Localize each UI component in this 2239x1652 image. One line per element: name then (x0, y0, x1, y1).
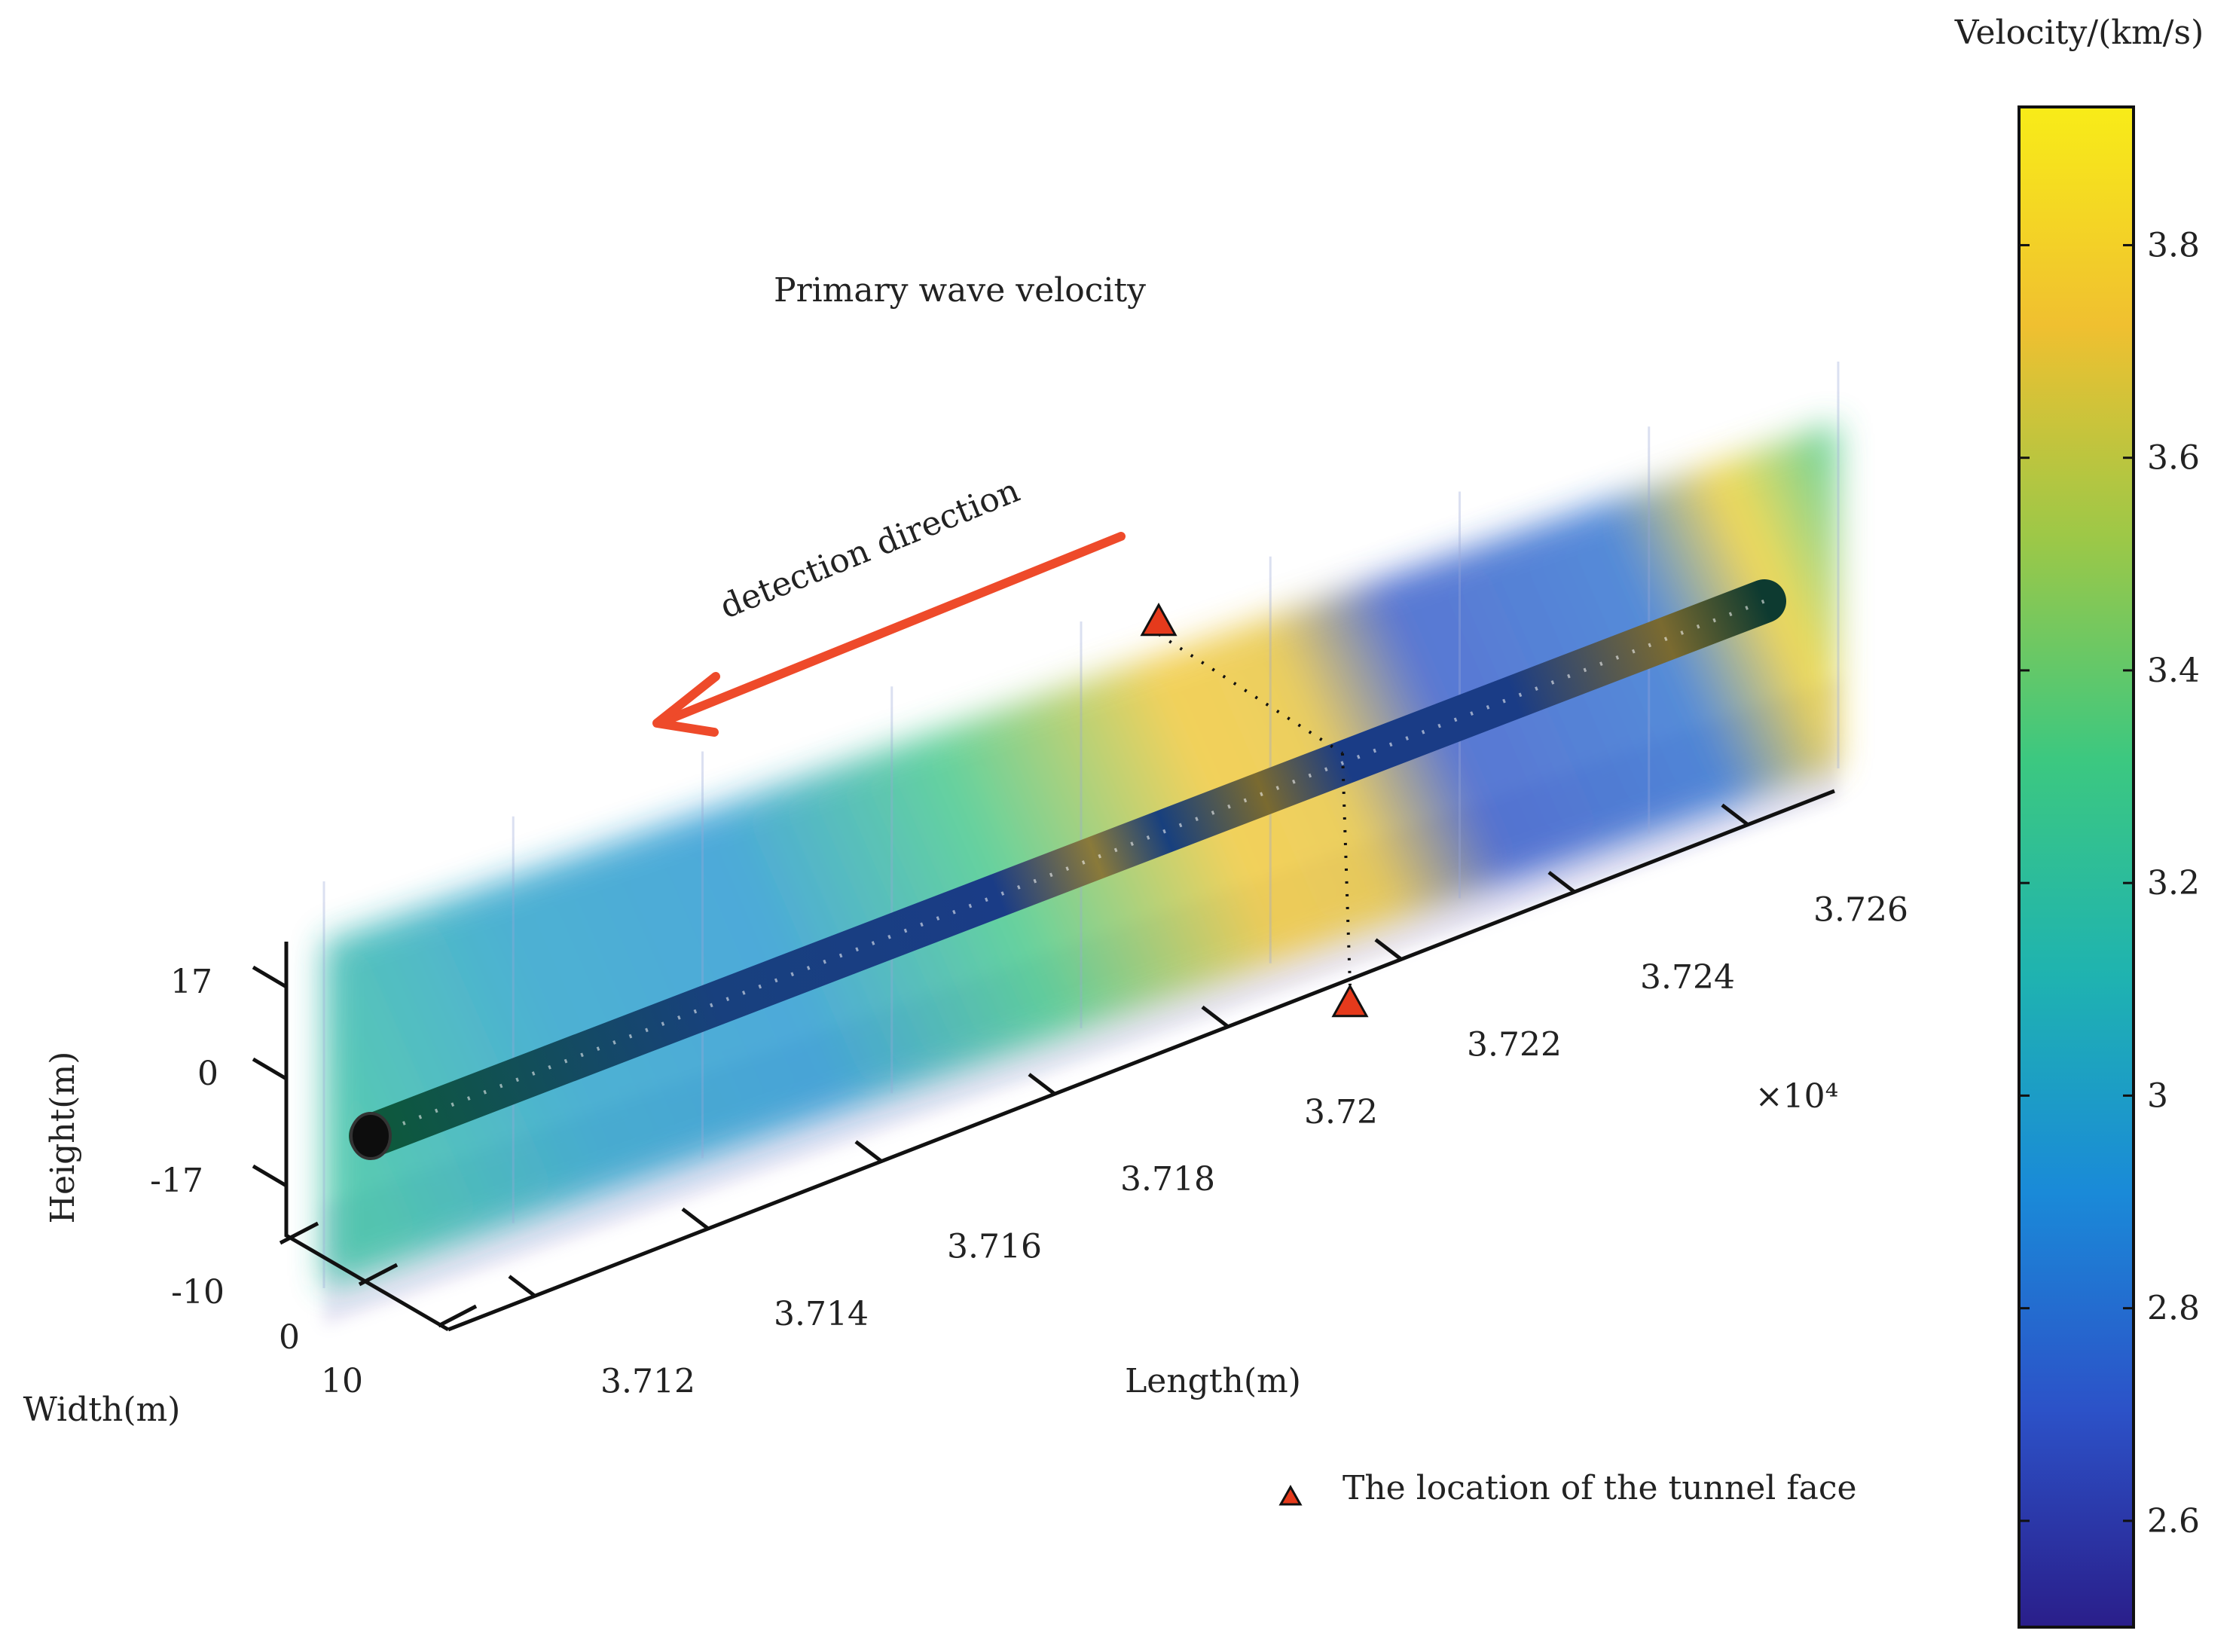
length-tick-mark (1028, 1073, 1056, 1096)
length-tick-mark (508, 1275, 536, 1298)
legend-triangle-icon (1278, 1484, 1303, 1506)
detection-direction-arrow-shaft (664, 532, 1126, 724)
colorbar-tick-label: 3.6 (2147, 439, 2200, 478)
length-tick-label: 3.724 (1640, 958, 1735, 997)
axis-tick-marks (252, 803, 1749, 1328)
width-tick-mark (437, 1304, 478, 1328)
height-tick-mark (252, 1164, 288, 1188)
tunnel-face-dotted-line-vertical (1341, 753, 1352, 986)
height-tick-label: 17 (170, 963, 212, 1001)
length-tick-label: 3.712 (600, 1362, 695, 1400)
height-tick-label: -17 (150, 1162, 203, 1200)
width-axis: -10 0 10 Width(m) (23, 1273, 363, 1429)
length-tick-label: 3.718 (1120, 1160, 1215, 1199)
colorbar-gradient (2018, 105, 2135, 1629)
colorbar-tick-label: 3 (2147, 1076, 2168, 1115)
length-axis-multiplier: ×10⁴ (1755, 1077, 1839, 1116)
length-tick-label: 3.72 (1304, 1093, 1378, 1131)
tunnel-tube-end-cap (350, 1112, 392, 1160)
tunnel-face-marker (1140, 603, 1369, 1018)
length-tick-labels: 3.712 3.714 3.716 3.718 3.72 3.722 3.724 3.726 (600, 891, 1908, 1401)
length-axis-line (447, 789, 1835, 1332)
height-tick-label: 0 (197, 1055, 218, 1093)
width-tick-mark (279, 1221, 319, 1245)
colorbar-tick-label: 2.8 (2147, 1290, 2200, 1328)
chart-title: Primary wave velocity (774, 271, 1146, 310)
length-tick-mark (854, 1140, 883, 1163)
height-axis-line (284, 942, 450, 1332)
detection-direction-arrow-head (652, 672, 720, 737)
legend-label: The location of the tunnel face (1342, 1469, 1857, 1507)
detection-direction-label: detection direction (715, 472, 1025, 627)
length-tick-label: 3.716 (947, 1228, 1042, 1266)
length-tick-label: 3.714 (774, 1295, 869, 1333)
tunnel-tube (349, 579, 1786, 1160)
height-axis-label: Height(m) (44, 1052, 82, 1224)
legend: The location of the tunnel face (1278, 1469, 1857, 1507)
length-tick-mark (1721, 803, 1749, 826)
colorbar-ticks: 3.8 3.6 3.4 3.2 3 2.8 2.6 (2019, 226, 2200, 1541)
length-tick-mark (1547, 871, 1576, 894)
height-tick-mark (252, 1057, 288, 1081)
colorbar-tick-label: 3.2 (2147, 864, 2200, 902)
tunnel-face-marker-top (1140, 603, 1178, 637)
colorbar-tick-label: 2.6 (2147, 1502, 2200, 1541)
width-axis-label: Width(m) (23, 1391, 181, 1429)
colorbar-tick-label: 3.4 (2147, 652, 2200, 690)
tunnel-face-marker-bottom (1331, 984, 1369, 1018)
tunnel-tube-mesh (370, 599, 1765, 1138)
colorbar-tick-label: 3.8 (2147, 226, 2200, 264)
width-tick-label: -10 (171, 1273, 225, 1312)
height-tick-mark (252, 965, 288, 989)
colorbar: Velocity/(km/s) 3.8 3.6 3.4 3.2 3 2.8 2.6 (1954, 14, 2204, 1629)
colorbar-title: Velocity/(km/s) (1954, 14, 2204, 52)
length-tick-label: 3.722 (1467, 1025, 1562, 1064)
width-tick-label: 0 (279, 1318, 300, 1357)
width-tick-mark (358, 1263, 399, 1287)
axes-frame (284, 789, 1835, 1332)
length-axis-label: Length(m) (1125, 1362, 1301, 1400)
length-tick-mark (1374, 938, 1403, 961)
height-axis: 17 0 -17 Height(m) (44, 963, 218, 1223)
length-tick-label: 3.726 (1813, 891, 1908, 930)
length-tick-mark (1201, 1005, 1229, 1028)
length-tick-mark (681, 1207, 710, 1230)
width-tick-label: 10 (321, 1362, 363, 1400)
